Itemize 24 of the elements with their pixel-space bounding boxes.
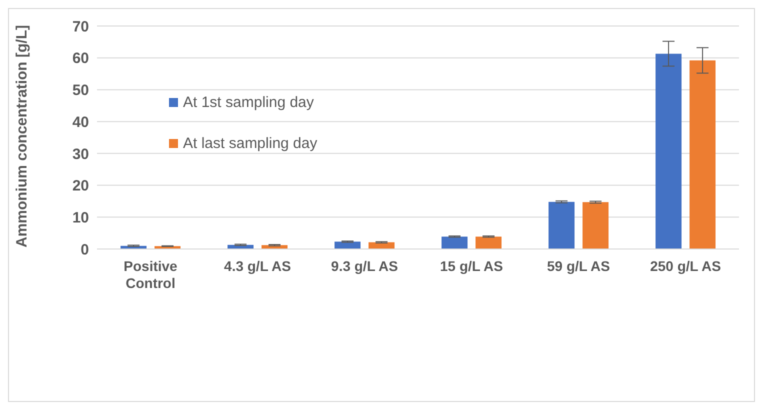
bar [442,236,468,249]
legend-label: At last sampling day [183,135,318,152]
x-tick-label: Positive Control [124,258,178,291]
bar [690,60,716,249]
bar [656,54,682,249]
bar [582,202,609,249]
x-tick-label: 59 g/L AS [546,258,610,274]
y-tick-label: 40 [72,114,89,131]
x-tick-label: 9.3 g/L AS [331,258,398,274]
y-tick-label: 10 [72,209,89,226]
y-tick-label: 60 [72,50,89,68]
x-tick-label: 250 g/L AS [650,258,721,274]
x-tick-label: 4.3 g/L AS [224,258,291,274]
bar [548,202,575,249]
y-tick-label: 20 [72,178,89,195]
y-tick-label: 0 [80,241,89,258]
legend-label: At 1st sampling day [183,94,314,111]
y-tick-label: 50 [72,82,89,100]
bar [334,242,361,249]
bar [476,236,502,249]
y-tick-label: 70 [72,18,89,36]
y-tick-label: 30 [72,146,89,163]
x-tick-label: 15 g/L AS [440,258,504,274]
y-axis-title: Ammonium concentration [g/L] [13,25,30,248]
